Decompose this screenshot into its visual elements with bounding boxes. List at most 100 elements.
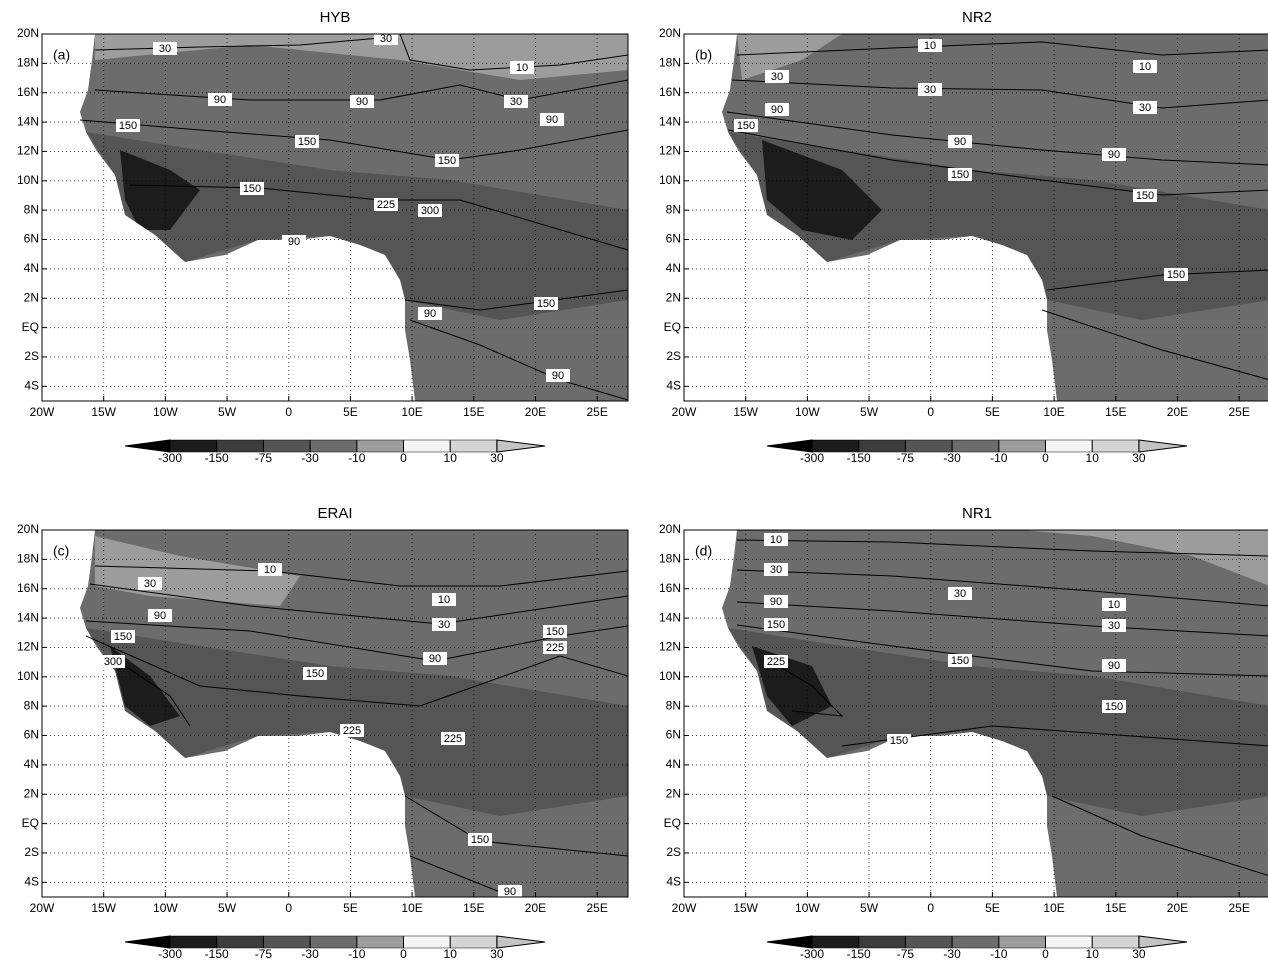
colorbar-label: -10 [990, 451, 1008, 465]
map-frame [41, 33, 629, 402]
contour-label: 90 [954, 136, 966, 148]
y-tick-label: 14N [659, 114, 681, 128]
contour-label-box [148, 609, 172, 622]
colorbar-label: -150 [205, 451, 229, 465]
contour-label-box [374, 198, 398, 211]
panel-title: NR1 [962, 505, 992, 522]
contour-label-box [1133, 60, 1157, 73]
x-tick-label: 5W [860, 901, 879, 915]
dark-field [86, 132, 628, 320]
contour-label-box [1102, 598, 1126, 611]
contour-line [736, 41, 1268, 56]
contour-label-box [1133, 189, 1157, 202]
colorbar-label: -75 [255, 947, 273, 961]
contour-line [109, 655, 191, 727]
y-tick-label: 4N [24, 757, 39, 771]
y-tick-label: 8N [666, 698, 681, 712]
colorbar-label: 10 [1086, 947, 1100, 961]
colorbar-label: -30 [943, 947, 961, 961]
contour-label: 30 [438, 619, 450, 631]
colorbar-label: -30 [943, 451, 961, 465]
contour-label: 150 [767, 619, 785, 631]
x-tick-label: 15E [463, 901, 484, 915]
field: 10 10 30 30 30 90 150 90 90 150 150 150 [684, 34, 1268, 401]
colorbar-label: 0 [1042, 451, 1049, 465]
contour-label-box [534, 297, 558, 310]
contour-label: 90 [1108, 660, 1120, 672]
y-tick-label: EQ [22, 816, 39, 830]
contour-label-box [303, 667, 327, 680]
colorbar-label: -30 [301, 947, 319, 961]
contour-label-box [1102, 700, 1126, 713]
x-tick-label: 15W [91, 405, 116, 419]
contour-label: 150 [537, 298, 555, 310]
x-tick-label: 20E [1167, 901, 1188, 915]
colorbar-label: -150 [205, 947, 229, 961]
x-tick-label: 5E [985, 405, 1000, 419]
contour-label: 150 [298, 136, 316, 148]
contour-label: 90 [429, 653, 441, 665]
y-tick-label: 16N [659, 581, 681, 595]
contour-label-box [948, 587, 972, 600]
colorbar-extend [1138, 935, 1188, 949]
contour-line [1051, 795, 1268, 876]
contour-label-box [1102, 148, 1126, 161]
colorbar-label: 10 [444, 947, 458, 961]
contour-label: 150 [471, 834, 489, 846]
colorbar-extend [496, 439, 546, 453]
map-panel: 10 10 30 30 30 90 150 90 90 150 150 150 20W 15W 10W 5W 0… [659, 9, 1268, 465]
x-tick-label: 15E [1105, 901, 1126, 915]
contour-label-box [153, 42, 177, 55]
contour-label: 225 [767, 656, 785, 668]
panel-letter: (d) [695, 543, 712, 559]
y-tick-label: 4N [666, 757, 681, 771]
y-tick-label: 12N [17, 640, 39, 654]
x-tick-label: 0 [927, 901, 934, 915]
y-tick-label: 16N [659, 85, 681, 99]
dark-field [728, 628, 1268, 816]
contour-label: 150 [438, 155, 456, 167]
contour-line [727, 129, 1268, 196]
y-tick-label: 8N [24, 698, 39, 712]
y-tick-label: 4N [666, 261, 681, 275]
y-tick-label: 2N [666, 290, 681, 304]
y-tick-label: 6N [666, 728, 681, 742]
contour-label: 30 [144, 578, 156, 590]
y-tick-label: 14N [17, 610, 39, 624]
x-tick-label: 10E [1043, 901, 1064, 915]
contour-label-box [1102, 659, 1126, 672]
colorbar-label: -300 [158, 451, 182, 465]
contour-label-box [887, 734, 911, 747]
y-tick-label: 8N [24, 202, 39, 216]
field: 30 30 10 30 90 90 90 150 150 150 150 225 300 90 150 90 9… [42, 34, 628, 401]
contour-label: 150 [951, 655, 969, 667]
contour-line [736, 601, 1268, 637]
contour-label: 10 [924, 40, 936, 52]
contour-label: 225 [343, 725, 361, 737]
contour-label: 10 [1108, 599, 1120, 611]
colorbar-label: -10 [990, 947, 1008, 961]
contour-label-box [423, 652, 447, 665]
light-field [737, 34, 842, 80]
contour-label-box [918, 83, 942, 96]
contour-label-box [374, 34, 398, 45]
y-tick-label: 10N [17, 173, 39, 187]
y-tick-label: 4N [24, 261, 39, 275]
x-tick-label: 25E [1228, 901, 1249, 915]
contour-label-box [240, 182, 264, 195]
contour-label-box [543, 625, 567, 638]
contour-label-box [765, 103, 789, 116]
colorbar-label: -10 [348, 451, 366, 465]
panel-title: NR2 [962, 9, 992, 26]
colorbar-label: 30 [490, 451, 504, 465]
panel-letter: (b) [695, 47, 712, 63]
contour-line [409, 319, 628, 401]
x-tick-label: 25E [586, 405, 607, 419]
contour-label-box [116, 119, 140, 132]
map-panel: 10 30 30 90 10 150 30 150 90 225 150 150 20W 15W 10W 5W… [659, 505, 1268, 961]
x-tick-label: 25E [586, 901, 607, 915]
contour-label: 150 [114, 631, 132, 643]
contour-label-box [504, 95, 528, 108]
y-tick-label: 2S [666, 845, 681, 859]
y-tick-label: 2S [24, 845, 39, 859]
